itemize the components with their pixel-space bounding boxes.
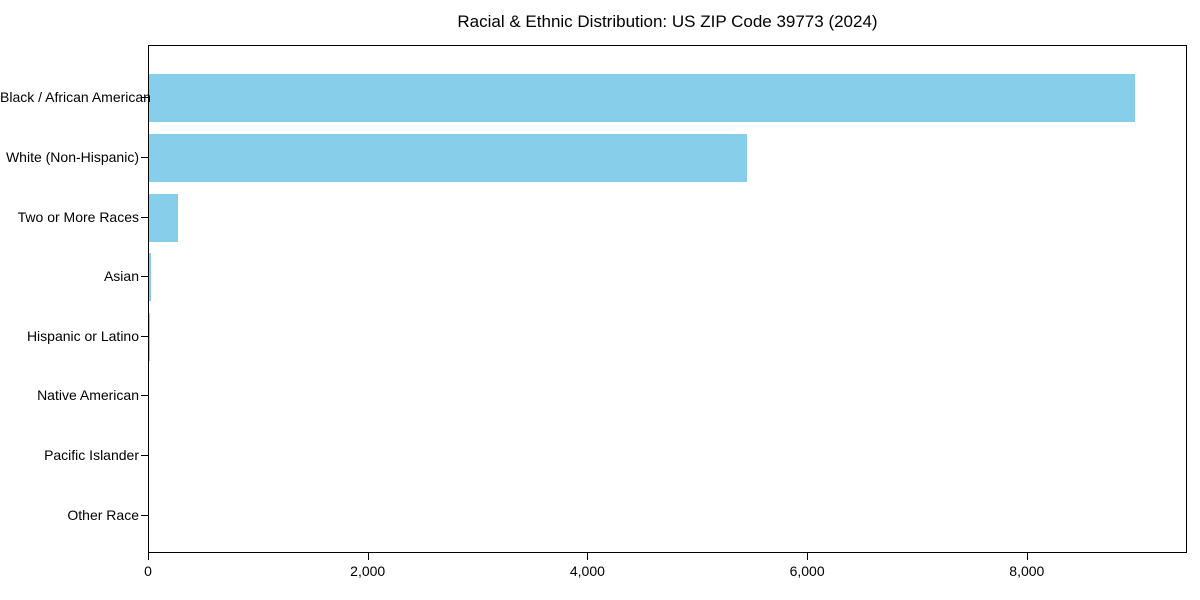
bar <box>149 312 151 361</box>
bar <box>149 253 151 302</box>
y-tick-mark <box>141 335 148 337</box>
x-tick-label: 0 <box>144 563 152 579</box>
x-tick-label: 6,000 <box>789 563 825 579</box>
x-tick-mark <box>367 553 369 560</box>
y-tick-mark <box>141 216 148 218</box>
y-tick-label: Asian <box>103 268 139 285</box>
y-tick-mark <box>141 395 148 397</box>
x-tick-mark <box>807 553 809 560</box>
x-tick-label: 8,000 <box>1009 563 1045 579</box>
bar <box>149 193 178 242</box>
x-tick-mark <box>587 553 589 560</box>
y-tick-label: Native American <box>37 387 139 404</box>
x-tick-label: 4,000 <box>569 563 605 579</box>
y-tick-label: Hispanic or Latino <box>26 327 139 344</box>
y-tick-mark <box>141 97 148 99</box>
chart-title: Racial & Ethnic Distribution: US ZIP Cod… <box>457 12 878 31</box>
bar <box>149 74 1136 123</box>
y-tick-mark <box>141 156 148 158</box>
x-tick-mark <box>148 553 149 560</box>
y-tick-mark <box>141 514 148 516</box>
plot-area <box>148 45 1187 553</box>
y-tick-mark <box>141 276 148 278</box>
x-tick-mark <box>1026 553 1028 560</box>
y-tick-label: Other Race <box>67 506 139 523</box>
y-tick-label: Pacific Islander <box>44 446 139 463</box>
y-tick-mark <box>141 454 148 456</box>
y-tick-label: White (Non-Hispanic) <box>5 148 139 165</box>
y-tick-label: Two or More Races <box>17 208 139 225</box>
x-tick-label: 2,000 <box>350 563 386 579</box>
y-tick-label: Black / African American <box>0 89 151 106</box>
bar <box>149 133 748 182</box>
